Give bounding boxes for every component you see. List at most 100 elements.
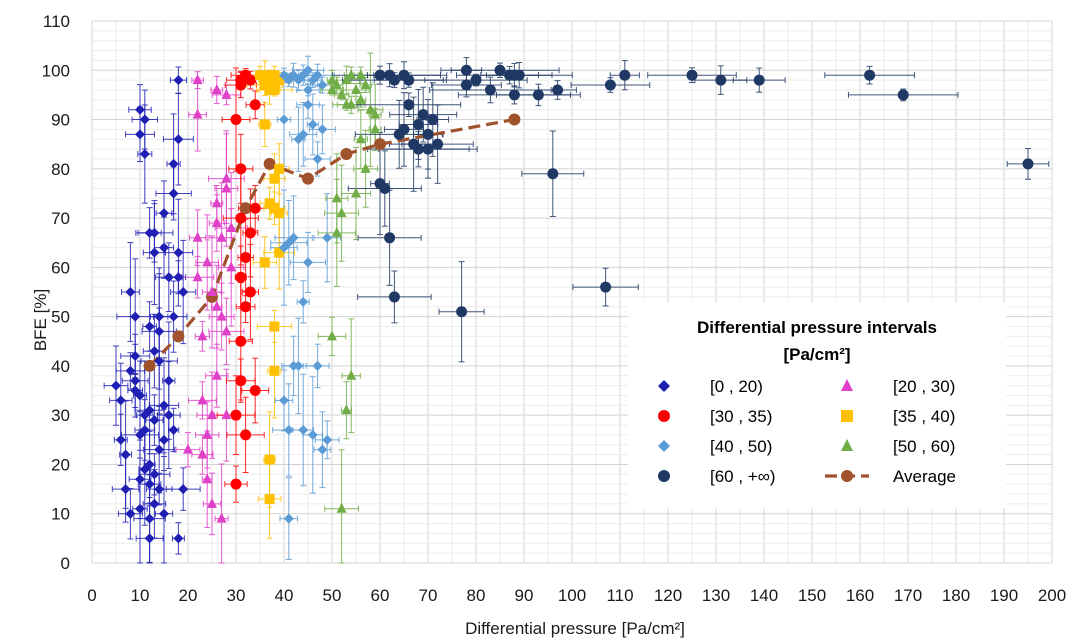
data-point: [897, 89, 909, 101]
data-point: [154, 444, 165, 455]
data-point: [336, 502, 347, 513]
data-point: [269, 70, 280, 81]
data-point: [470, 74, 482, 86]
data-point: [753, 74, 765, 86]
data-point: [303, 65, 313, 76]
data-point: [403, 74, 415, 86]
data-point: [144, 513, 155, 524]
data-point: [144, 405, 155, 416]
data-point: [230, 114, 242, 126]
data-point: [235, 335, 247, 347]
data-point: [125, 365, 136, 376]
x-tick-label: 0: [87, 586, 96, 605]
legend-item: [0 , 20): [658, 377, 763, 396]
legend-label: [35 , 40): [893, 407, 955, 426]
data-point: [398, 123, 410, 135]
data-point: [211, 217, 222, 228]
x-tick-label: 170: [894, 586, 922, 605]
data-point: [192, 108, 203, 119]
data-point: [322, 232, 333, 243]
data-point: [159, 208, 169, 219]
data-point: [283, 513, 294, 524]
data-point: [235, 375, 247, 387]
data-point: [244, 74, 256, 86]
x-tick-label: 200: [1038, 586, 1066, 605]
x-tick-label: 30: [227, 586, 246, 605]
data-point: [192, 271, 203, 282]
data-point: [235, 271, 247, 283]
data-point: [221, 409, 232, 420]
data-point: [221, 172, 232, 183]
data-point: [346, 369, 357, 380]
data-point: [327, 74, 337, 85]
data-point: [355, 133, 366, 144]
legend-item: [20 , 30): [841, 377, 955, 396]
data-point: [235, 79, 247, 91]
y-tick-label: 80: [51, 160, 70, 179]
data-point: [341, 404, 352, 415]
data-point: [154, 484, 165, 495]
data-point: [513, 69, 525, 81]
average-line: [143, 113, 521, 372]
data-point: [432, 138, 444, 150]
data-point: [274, 163, 285, 174]
x-tick-label: 100: [558, 586, 586, 605]
y-tick-label: 60: [51, 258, 70, 277]
data-point: [168, 188, 179, 199]
data-point: [355, 69, 366, 80]
data-point: [130, 311, 141, 322]
data-point: [417, 109, 429, 121]
x-tick-label: 40: [275, 586, 294, 605]
data-point: [149, 415, 160, 426]
data-point: [120, 484, 131, 495]
legend-item: [30 , 35): [658, 407, 772, 426]
data-point: [192, 74, 203, 85]
data-point: [317, 124, 328, 135]
data-point: [336, 88, 347, 99]
data-point: [130, 351, 141, 362]
data-point: [293, 360, 304, 371]
data-point: [144, 479, 155, 490]
data-point: [360, 162, 371, 173]
data-point: [149, 227, 160, 238]
average-point: [143, 359, 156, 372]
data-point: [351, 187, 361, 198]
data-point: [388, 291, 400, 303]
data-point: [686, 69, 698, 81]
data-point: [484, 84, 496, 96]
data-point: [178, 287, 189, 297]
data-point: [125, 508, 136, 519]
data-point: [244, 286, 256, 298]
legend-box: [628, 303, 1006, 508]
x-tick-labels: 0 10 20 30 40 50 60 70 80 90 100 110 120 130 140 150 160…: [87, 586, 1066, 605]
data-point: [163, 272, 174, 283]
data-point: [264, 84, 275, 95]
data-point: [532, 89, 544, 101]
data-point: [412, 118, 424, 130]
average-point: [302, 172, 314, 185]
x-tick-label: 150: [798, 586, 826, 605]
x-tick-label: 190: [990, 586, 1018, 605]
x-tick-label: 160: [846, 586, 874, 605]
data-point: [216, 231, 227, 242]
data-point: [403, 99, 415, 111]
data-point: [144, 459, 155, 470]
legend-title-line1: Differential pressure intervals: [697, 318, 937, 337]
data-point: [249, 99, 261, 111]
data-point: [317, 80, 328, 91]
data-point: [427, 114, 439, 126]
data-point: [240, 429, 252, 441]
legend: Differential pressure intervals [Pa/cm²]…: [628, 303, 1006, 508]
data-point: [303, 99, 313, 110]
data-point: [135, 390, 145, 401]
data-point: [264, 454, 275, 465]
data-point: [619, 69, 631, 81]
x-tick-label: 180: [942, 586, 970, 605]
data-point: [197, 448, 208, 459]
x-tick-label: 90: [515, 586, 534, 605]
data-point: [202, 428, 213, 439]
data-point: [173, 533, 184, 544]
data-point: [235, 212, 247, 224]
data-point: [178, 484, 189, 495]
data-point: [388, 74, 400, 86]
